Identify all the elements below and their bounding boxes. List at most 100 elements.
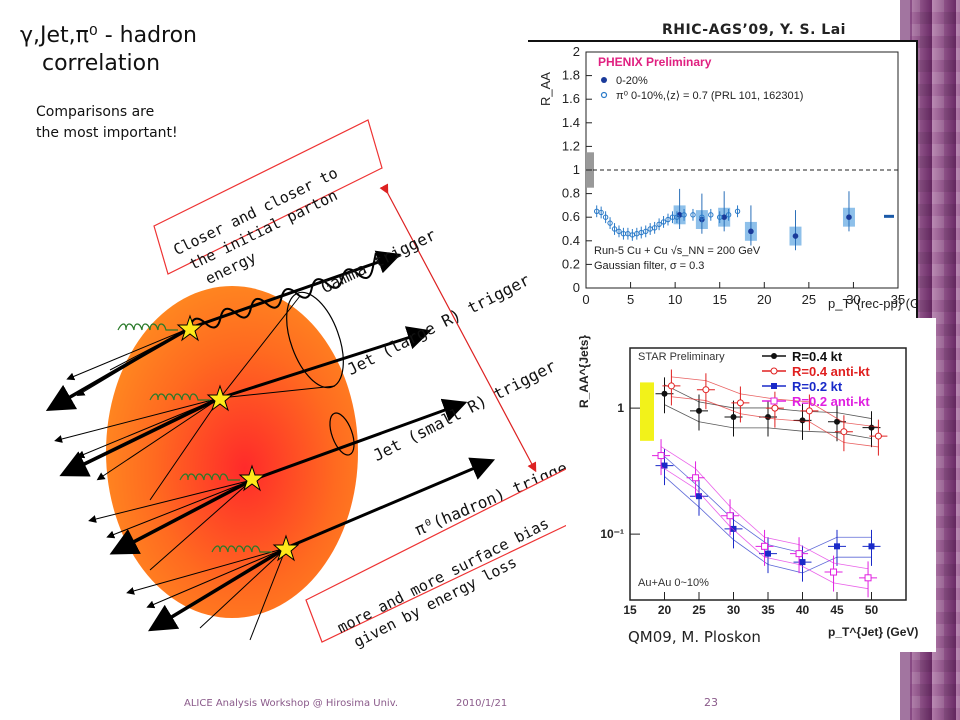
phenix-y-tick-label: 0.8 <box>562 186 580 201</box>
star-y-tick-label: 1 <box>617 401 624 415</box>
pi0-point <box>665 216 671 223</box>
phenix-chart: 0 5 10 15 20 25 30 35 0 0.2 0.4 0.6 0.8 1 1.2 1.4 1.6 1.8… <box>528 40 918 322</box>
star-xlabel: p_T^{Jet} (GeV) <box>828 625 918 639</box>
star-point <box>667 382 675 390</box>
pi0-point <box>643 228 649 235</box>
phenix-annotation-2: Gaussian filter, σ = 0.3 <box>594 260 704 272</box>
star-point <box>696 493 702 500</box>
fireball <box>106 286 358 618</box>
phenix-x-tick-label: 25 <box>802 292 816 307</box>
phenix-y-tick-label: 1.8 <box>562 68 580 83</box>
star-y-tick-label: 10⁻¹ <box>600 527 624 541</box>
phenix-x-tick-label: 15 <box>712 292 726 307</box>
phenix-point <box>748 228 754 235</box>
jet-cone-small <box>329 412 355 456</box>
star-point <box>765 414 771 421</box>
star-point <box>692 474 700 482</box>
phenix-point <box>846 214 852 220</box>
star-annotation: Au+Au 0~10% <box>638 577 709 589</box>
phenix-annotation-1: Run-5 Cu + Cu √s_NN = 200 GeV <box>594 245 761 257</box>
footer-event: ALICE Analysis Workshop @ Hirosima Univ. <box>184 698 399 709</box>
gluon-curls <box>117 323 272 553</box>
star-point <box>834 543 840 550</box>
phenix-legend-2: π⁰ 0-10%,⟨z⟩ = 0.7 (PRL 101, 162301) <box>616 90 803 102</box>
star-point <box>661 390 668 397</box>
phenix-point <box>792 233 799 239</box>
star-point <box>730 414 737 421</box>
phenix-y-tick-label: 2 <box>573 44 580 59</box>
star-ylabel: R_AA^{Jets} <box>577 335 591 408</box>
star-title: STAR Preliminary <box>638 351 725 363</box>
phenix-y-tick-label: 1.4 <box>562 115 580 130</box>
pi0-point <box>717 214 723 220</box>
citation-bottom: QM09, M. Ploskon <box>628 628 761 646</box>
star-point <box>702 386 710 394</box>
comparison-note: Comparisons are the most important! <box>36 102 178 144</box>
star-x-tick-label: 40 <box>796 603 810 617</box>
star-x-tick-label: 25 <box>692 603 706 617</box>
slide-title: γ,Jet,π⁰ - hadron correlation <box>20 22 197 78</box>
star-point <box>799 559 806 566</box>
phenix-x-tick-label: 35 <box>891 292 905 307</box>
phenix-x-tick-label: 20 <box>757 292 771 307</box>
star-legend-marker <box>771 383 777 389</box>
star-x-tick-label: 45 <box>830 603 844 617</box>
star-x-tick-label: 20 <box>658 603 672 617</box>
star-x-tick-label: 50 <box>865 603 879 617</box>
phenix-point <box>721 214 727 220</box>
star-point <box>736 399 744 407</box>
page-number: 23 <box>704 696 718 709</box>
box-top-frame <box>153 119 383 275</box>
star-legend-label: R=0.2 kt <box>792 379 843 394</box>
phenix-y-tick-label: 1 <box>573 162 580 177</box>
star-point <box>799 417 806 424</box>
phenix-x-tick-label: 5 <box>627 292 634 307</box>
phenix-ylabel: R_AA <box>538 72 553 106</box>
phenix-title: PHENIX Preliminary <box>598 55 712 69</box>
star-point <box>661 462 668 469</box>
star-chart: 15 20 25 30 35 40 45 50 1 10⁻¹ STAR Preliminary A… <box>566 318 936 652</box>
star-point <box>726 512 734 520</box>
star-point <box>874 432 882 440</box>
star-point <box>830 568 838 576</box>
star-point <box>657 452 665 460</box>
pi0-point <box>660 219 667 225</box>
pi0-arrow-lower <box>285 457 496 550</box>
phenix-y-tick-label: 0.6 <box>562 209 580 224</box>
collision-diagram <box>45 183 537 641</box>
pi0-point <box>616 228 622 235</box>
phenix-xlabel: p_T^{rec-pp} (GeV/c) <box>828 296 918 311</box>
phenix-y-tick-label: 0.2 <box>562 256 580 271</box>
note-line-1: Comparisons are <box>36 104 155 120</box>
phenix-y-tick-label: 0.4 <box>562 233 580 248</box>
star-point <box>834 418 840 425</box>
phenix-point <box>676 212 683 218</box>
footer-date: 2010/1/21 <box>456 698 508 709</box>
star-legend-marker <box>771 353 777 359</box>
star-x-tick-label: 30 <box>727 603 741 617</box>
phenix-x-tick-label: 30 <box>846 292 860 307</box>
pi0-point <box>674 214 680 220</box>
phenix-y-tick-label: 1.2 <box>562 138 580 153</box>
jet-large-arrow <box>189 250 402 330</box>
star-point <box>765 550 771 557</box>
pi0-point <box>602 214 609 220</box>
star-point <box>761 542 769 550</box>
star-point <box>805 407 813 415</box>
phenix-legend-1: 0-20% <box>616 75 648 87</box>
pi0-point <box>656 221 662 227</box>
pi0-point <box>681 212 687 218</box>
star-point <box>771 404 779 412</box>
star-point <box>864 574 872 582</box>
star-x-tick-label: 35 <box>761 603 775 617</box>
star-legend-marker <box>770 367 778 375</box>
phenix-y-tick-label: 0 <box>573 280 580 295</box>
star-norm-box <box>640 382 654 441</box>
star-point <box>840 428 848 436</box>
pi0-point <box>734 208 741 215</box>
pi0-point <box>611 226 618 232</box>
star-point <box>868 543 875 550</box>
pi0-point <box>699 214 705 220</box>
phenix-x-tick-label: 0 <box>582 292 589 307</box>
phenix-x-tick-label: 10 <box>668 292 682 307</box>
